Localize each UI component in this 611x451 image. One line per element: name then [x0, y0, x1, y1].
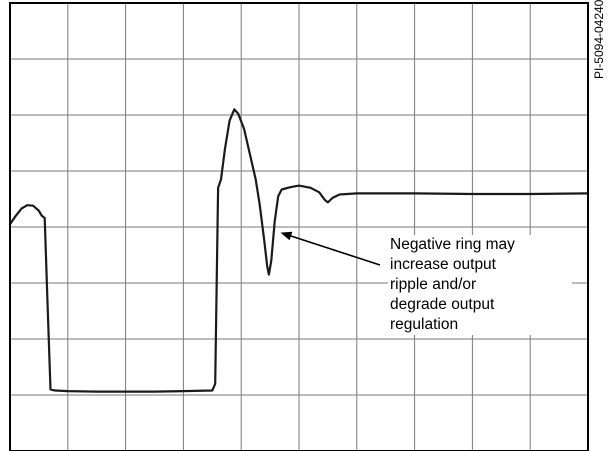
- annotation-box: Negative ring may increase output ripple…: [388, 235, 572, 335]
- plot-frame: [9, 2, 589, 451]
- annotation-line: regulation: [390, 316, 459, 333]
- annotation-arrow-line: [290, 235, 381, 266]
- annotation-line: degrade output: [390, 296, 495, 313]
- annotation-arrowhead: [280, 231, 293, 241]
- figure-id-label: PI-5094-042408: [589, 0, 609, 79]
- annotation-line: Negative ring may: [390, 236, 515, 253]
- grid: [10, 3, 588, 451]
- annotation-line: increase output: [390, 256, 496, 273]
- waveform-trace: [8, 108, 590, 393]
- figure-id-text: PI-5094-042408: [592, 0, 606, 80]
- annotation-line: ripple and/or: [390, 276, 477, 293]
